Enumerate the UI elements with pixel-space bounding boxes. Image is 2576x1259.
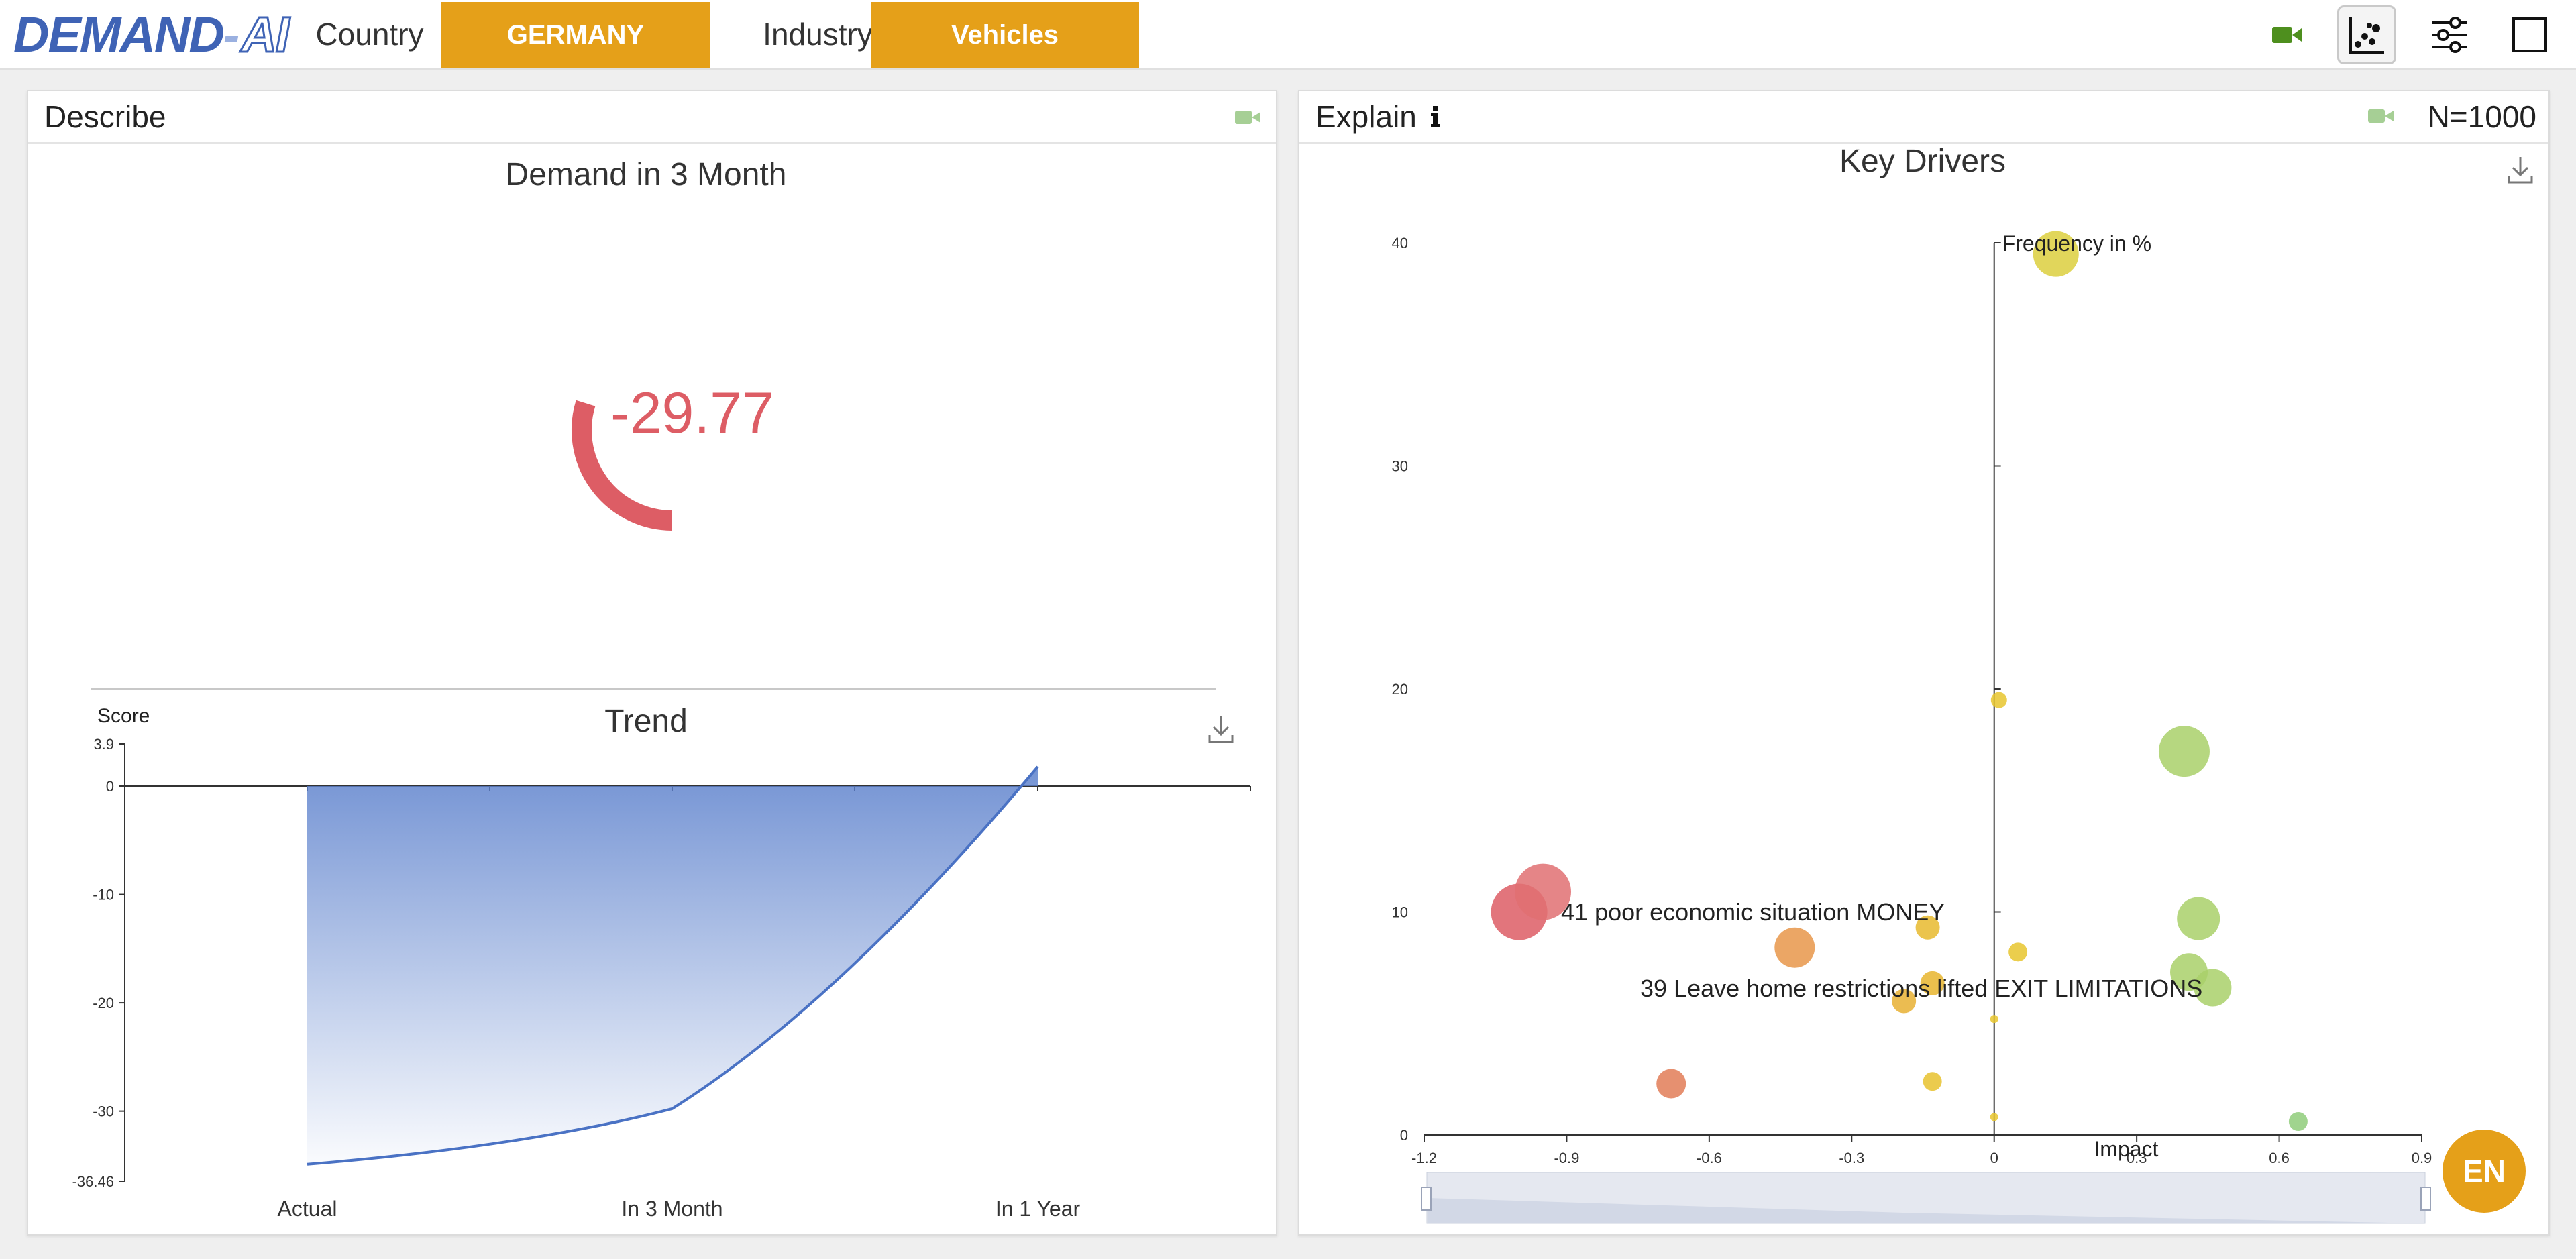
gauge-title: Demand in 3 Month <box>505 157 787 193</box>
trend-line <box>307 765 1039 1166</box>
trend-title: Trend <box>604 704 688 739</box>
driver-label: 39 Leave home restrictions lifted EXIT L… <box>1640 975 2202 1002</box>
scatter-x-tick-label: -0.3 <box>1839 1150 1864 1166</box>
key-drivers-chart: -1.2 -0.9 -0.6 -0.3 0 0.3 0.6 0.9 0 10 20 30 40 Frequ… <box>1392 231 2432 1224</box>
explain-header: Explain N=1000 <box>1299 91 2548 144</box>
describe-divider <box>91 688 1216 690</box>
trend-y-axis-title: Score <box>97 705 150 727</box>
driver-bubble <box>1515 863 1572 920</box>
trend-y-tick-label: 0 <box>106 778 114 795</box>
country-select-button[interactable]: GERMANY <box>441 2 710 68</box>
gauge-arc <box>572 400 673 531</box>
download-icon[interactable] <box>1208 715 1234 748</box>
explain-video-icon[interactable] <box>2367 107 2394 128</box>
driver-bubble <box>1990 1113 1998 1121</box>
driver-bubble <box>1774 927 1815 968</box>
logo-main-text: DEMAND <box>13 6 225 62</box>
describe-header: Describe <box>28 91 1276 144</box>
scatter-x-tick-label: -0.9 <box>1554 1150 1579 1166</box>
driver-label: 41 poor economic situation MONEY <box>1561 898 1945 926</box>
country-label: Country <box>315 17 424 52</box>
gauge-value: -29.77 <box>610 381 774 445</box>
explain-download-icon[interactable] <box>2507 156 2534 188</box>
describe-video-icon[interactable] <box>1234 109 1261 129</box>
driver-bubble <box>1920 971 1945 995</box>
driver-bubble <box>2158 726 2210 777</box>
trend-y-tick-label: -36.46 <box>72 1173 114 1190</box>
top-bar: DEMAND - AI Country GERMANY Industry Vehic… <box>0 0 2576 70</box>
trend-y-tick-label: -10 <box>93 887 114 904</box>
scatter-y-tick-label: 30 <box>1392 458 1408 475</box>
describe-panel: Describe Demand in 3 Month -29.77 Trend … <box>27 90 1277 1236</box>
trend-category-label: In 1 Year <box>996 1197 1081 1221</box>
scatter-x-tick-label: 0 <box>1990 1150 1998 1166</box>
explain-panel: Explain N=1000 Key Drivers -1.2 -0.9 -0.6-… <box>1298 90 2550 1236</box>
industry-select-button[interactable]: Vehicles <box>871 2 1139 68</box>
scatter-chart-icon[interactable] <box>2337 5 2396 64</box>
trend-category-label: Actual <box>278 1197 337 1221</box>
driver-bubble <box>1915 915 1940 940</box>
sample-size-label: N=1000 <box>2427 99 2536 134</box>
driver-bubble <box>1656 1069 1686 1099</box>
key-drivers-title: Key Drivers <box>1839 144 2006 179</box>
driver-bubble <box>1892 989 1917 1014</box>
info-icon[interactable] <box>1430 105 1441 129</box>
scatter-zoom-handle-right <box>2420 1187 2431 1211</box>
driver-bubble <box>2008 942 2028 962</box>
scatter-x-tick-label: -1.2 <box>1411 1150 1437 1166</box>
scatter-x-tick-label: 0.9 <box>2412 1150 2432 1166</box>
trend-y-tick-label: 3.9 <box>93 736 114 753</box>
scatter-x-tick-label: 0.6 <box>2269 1150 2290 1166</box>
driver-bubble <box>2177 897 2220 940</box>
scatter-x-tick-label: 0.3 <box>2127 1150 2147 1166</box>
scatter-zoom-handle-left <box>1421 1187 1432 1211</box>
demand-gauge <box>572 400 673 531</box>
industry-label: Industry <box>763 17 873 52</box>
explain-title-wrap: Explain <box>1316 91 1441 142</box>
video-camera-icon[interactable] <box>2257 5 2316 64</box>
trend-category-label: In 3 Month <box>621 1197 722 1221</box>
sliders-icon[interactable] <box>2420 5 2479 64</box>
scatter-x-axis-title: Impact <box>2094 1137 2158 1161</box>
scatter-y-tick-label: 20 <box>1392 681 1408 698</box>
logo-suffix-text: AI <box>240 5 290 63</box>
explain-title: Explain <box>1316 99 1417 134</box>
driver-bubble <box>1990 1015 1998 1024</box>
describe-title: Describe <box>44 99 166 134</box>
demand-ai-logo[interactable]: DEMAND - AI <box>13 5 290 63</box>
trend-y-tick-label: -20 <box>93 995 114 1011</box>
scatter-zoom-preview <box>1428 1198 2424 1223</box>
driver-bubble <box>2288 1112 2308 1132</box>
driver-bubble <box>1923 1072 1942 1091</box>
language-badge[interactable]: EN <box>2443 1130 2526 1213</box>
trend-y-tick-label: -30 <box>93 1103 114 1120</box>
fullscreen-icon[interactable] <box>2500 5 2559 64</box>
scatter-y-tick-label: 10 <box>1392 904 1408 921</box>
scatter-x-tick-label: -0.6 <box>1697 1150 1722 1166</box>
scatter-y-tick-label: 40 <box>1392 235 1408 252</box>
scatter-y-tick-label: 0 <box>1400 1127 1408 1144</box>
driver-bubble <box>2194 969 2232 1007</box>
trend-area <box>307 766 1038 1164</box>
driver-bubble <box>1990 692 2007 708</box>
scatter-y-axis-title: Frequency in % <box>2002 231 2151 256</box>
trend-chart: 3.9 0 -10 -20 -30 -36.46 Actual In 3 Month In 1 … <box>72 736 1251 1221</box>
driver-bubble <box>2033 231 2079 277</box>
logo-separator: - <box>223 6 240 62</box>
